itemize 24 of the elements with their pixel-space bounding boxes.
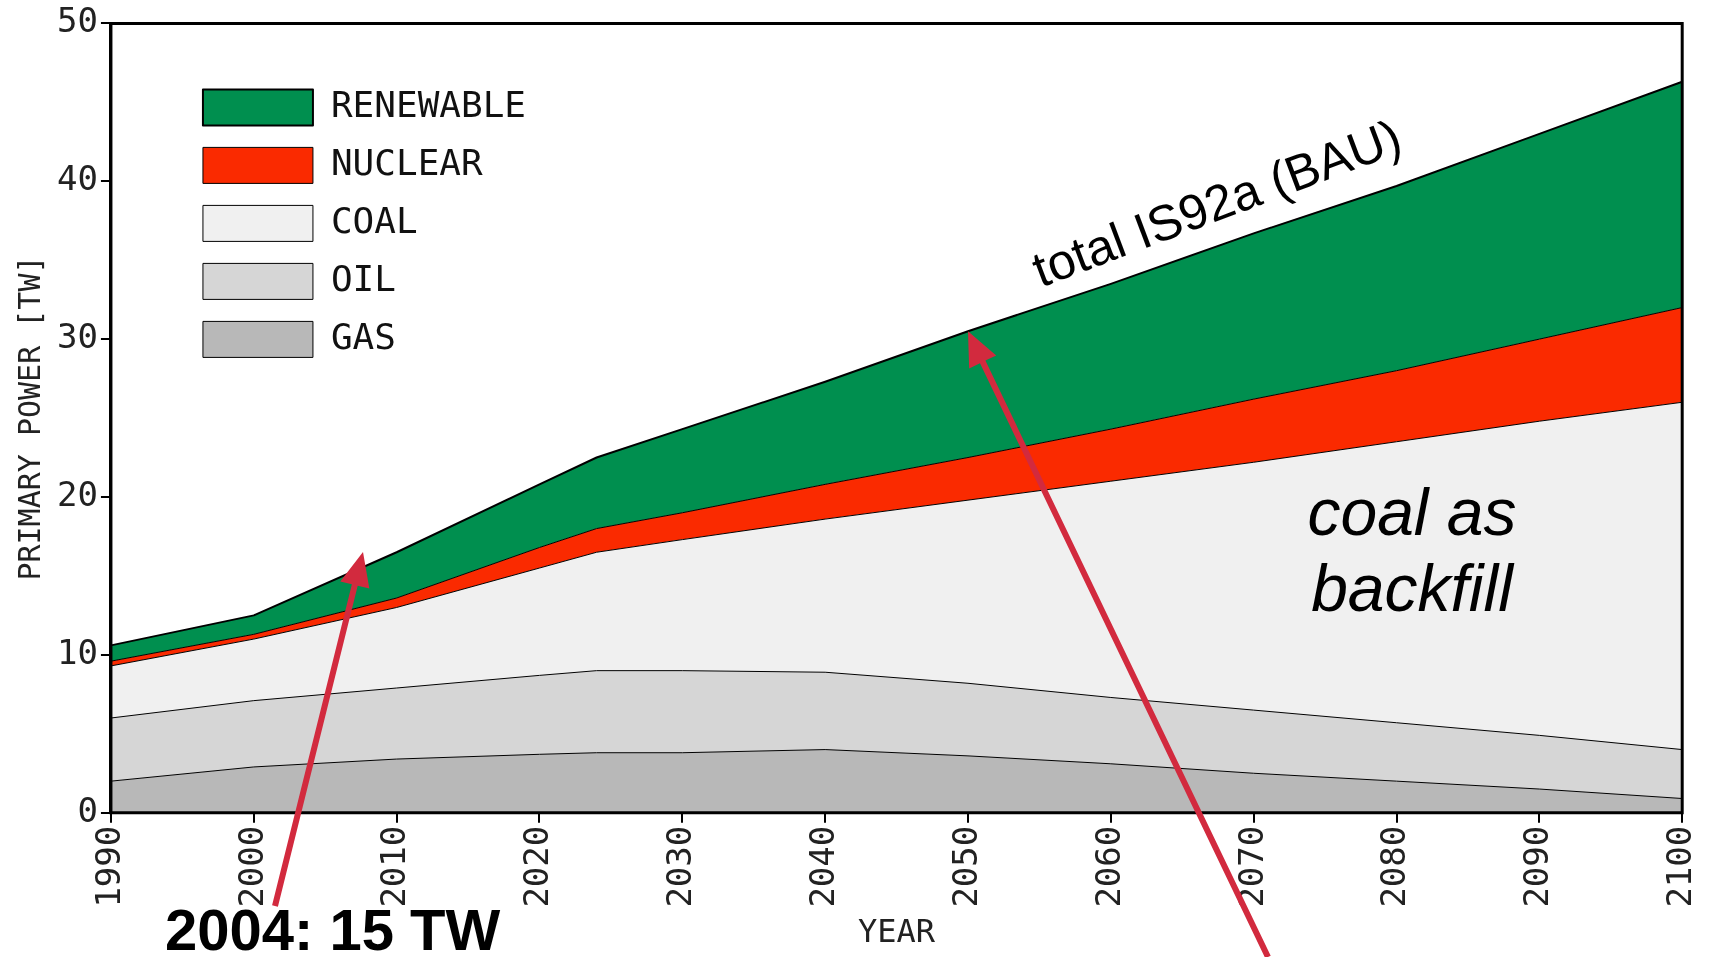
x-axis-title: YEAR xyxy=(858,912,936,951)
x-tick-label: 2050 xyxy=(944,825,985,908)
y-axis-title: PRIMARY POWER [TW] xyxy=(11,255,47,581)
y-tick-label: 50 xyxy=(56,0,98,41)
x-tick-label: 2080 xyxy=(1373,825,1414,908)
y-tick-label: 30 xyxy=(56,315,98,356)
legend-label: NUCLEAR xyxy=(330,141,483,183)
legend-label: RENEWABLE xyxy=(330,83,527,125)
x-tick-label: 2060 xyxy=(1087,825,1128,908)
annotation: coal as backfill xyxy=(1307,475,1517,626)
legend-label: COAL xyxy=(330,199,418,241)
x-tick-label: 2020 xyxy=(516,825,557,908)
x-tick-label: 2030 xyxy=(659,825,700,908)
legend-label: OIL xyxy=(330,257,396,299)
x-tick-label: 2010 xyxy=(373,825,414,908)
x-tick-label: 2100 xyxy=(1659,825,1700,908)
y-tick-label: 10 xyxy=(56,631,98,672)
x-tick-label: 2040 xyxy=(801,825,842,908)
annotation: total IS92a (BAU) xyxy=(1024,108,1409,298)
legend-label: GAS xyxy=(330,315,396,357)
x-tick-label: 2090 xyxy=(1516,825,1557,908)
x-tick-label: 2070 xyxy=(1230,825,1271,908)
y-tick-label: 20 xyxy=(56,473,98,514)
y-tick-label: 40 xyxy=(56,158,98,199)
